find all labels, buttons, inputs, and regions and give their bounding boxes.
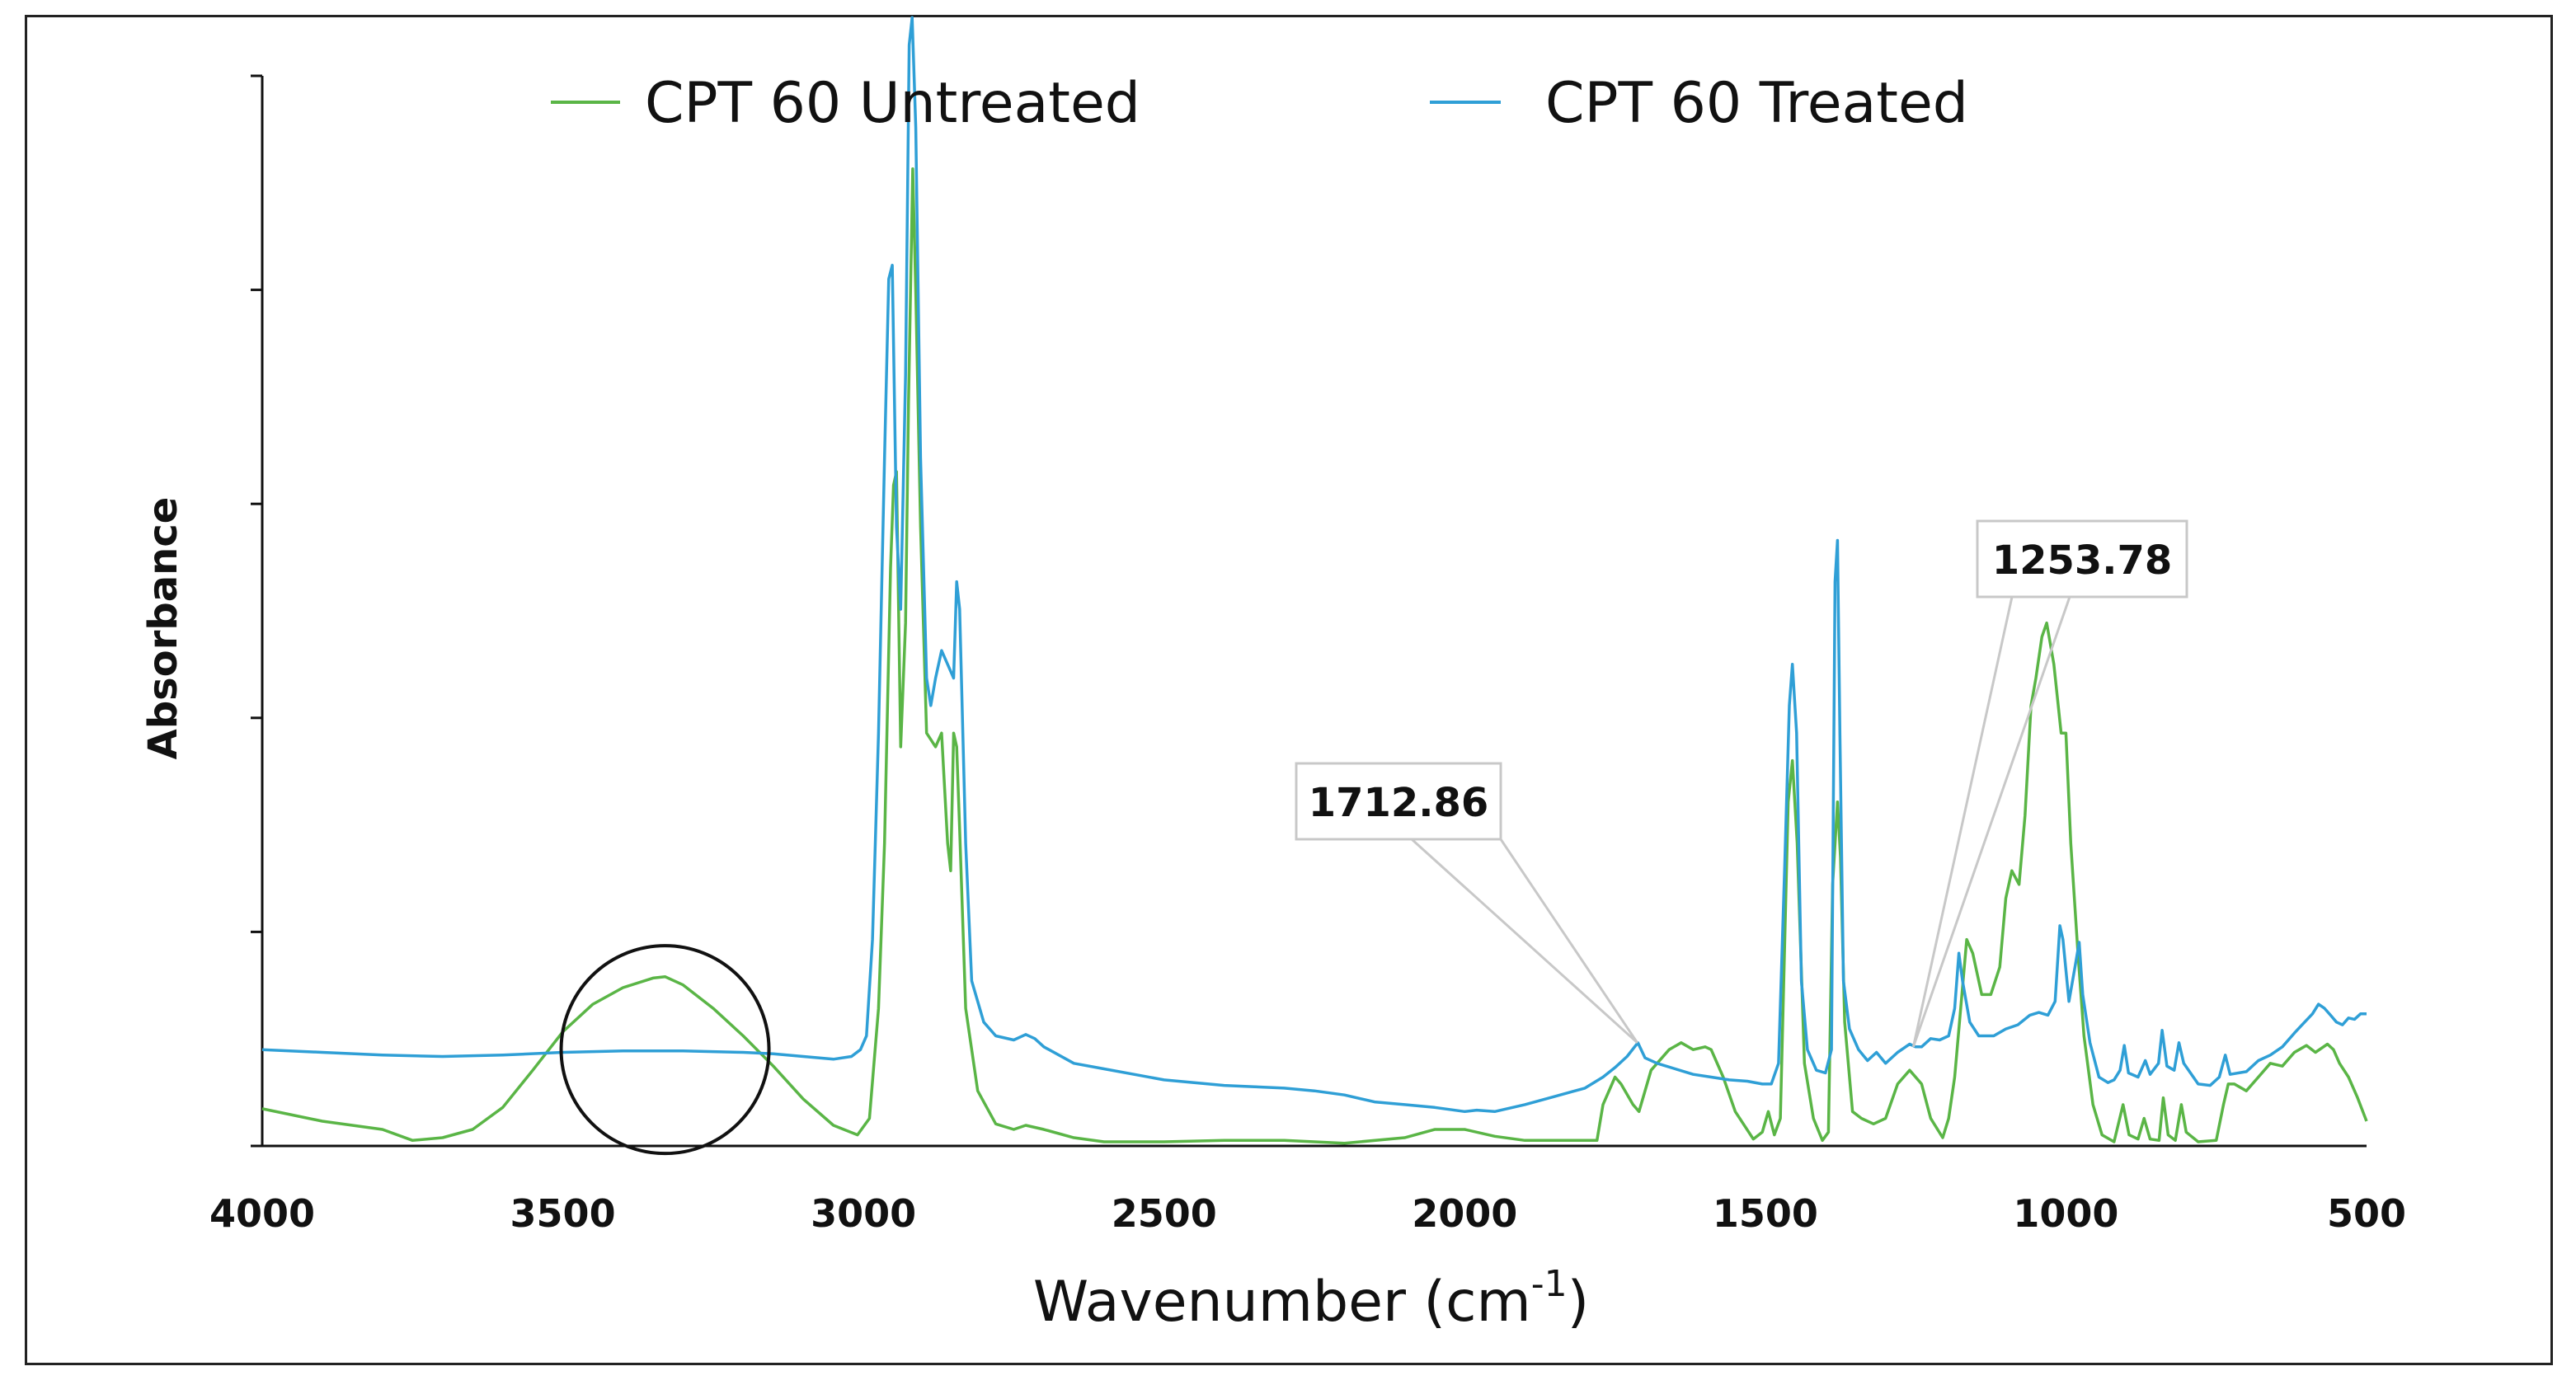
y-axis-title: Absorbance: [140, 497, 186, 760]
callout-pointer-1712: [1408, 838, 1638, 1044]
callout-box-1712: [1295, 762, 1502, 841]
series-line-treated: [261, 16, 2367, 1114]
x-tick-label: 1500: [1713, 1191, 1818, 1236]
x-tick-label: 4000: [209, 1191, 315, 1236]
x-tick-label: 500: [2327, 1191, 2406, 1236]
callout-box-1253: [1976, 519, 2188, 599]
x-axis-title-superscript: -1: [1531, 1263, 1568, 1305]
x-tick-label: 2000: [1412, 1191, 1517, 1236]
axes: 4000 3500 3000 2500 2000 1500 1000 500: [209, 74, 2406, 1236]
x-axis-title-suffix: ): [1568, 1270, 1590, 1335]
annotation-layer: 1712.86 1253.78: [559, 519, 2188, 1156]
callout-label-1253: 1253.78: [1992, 538, 2173, 584]
callout-pointer-1253: [1911, 595, 2072, 1048]
x-tick-label: 3500: [510, 1191, 616, 1236]
callout-label-1712: 1712.86: [1309, 780, 1489, 826]
x-tick-label: 1000: [2013, 1191, 2118, 1236]
series-layer: [261, 16, 2368, 1145]
highlight-circle: [559, 944, 771, 1156]
x-tick-label: 3000: [811, 1191, 916, 1236]
x-axis-title: Wavenumber (cm-1): [1033, 1263, 1589, 1335]
legend: CPT 60 Untreated CPT 60 Treated: [551, 71, 1968, 136]
legend-label-treated: CPT 60 Treated: [1545, 71, 1968, 136]
legend-label-untreated: CPT 60 Untreated: [645, 71, 1140, 136]
x-tick-label: 2500: [1112, 1191, 1217, 1236]
x-axis-title-text: Wavenumber (cm: [1033, 1270, 1531, 1335]
series-line-untreated: [261, 167, 2368, 1145]
chart-frame: [25, 15, 2553, 1365]
